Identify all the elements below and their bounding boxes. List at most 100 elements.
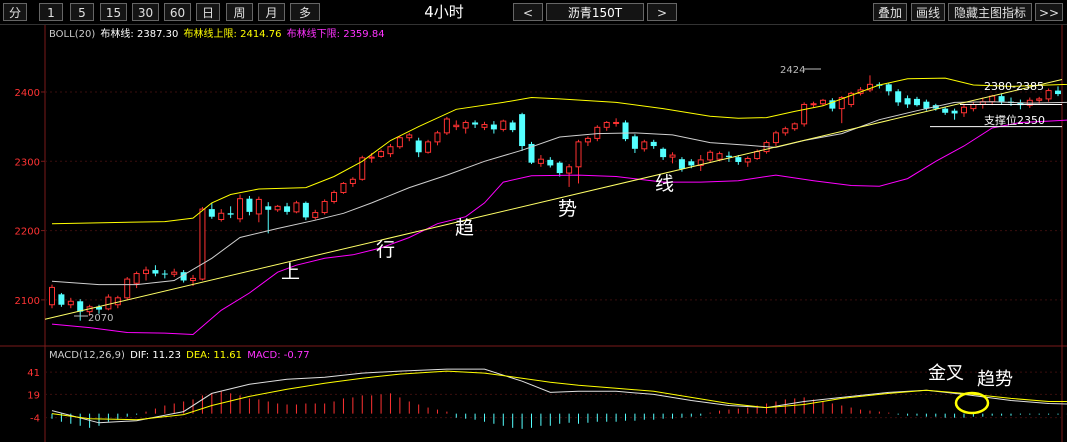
boll-mid-label: 布林线: xyxy=(100,27,133,40)
candle-body-up xyxy=(218,212,225,220)
candle-body-down xyxy=(650,141,657,147)
candle-body-up xyxy=(387,146,394,155)
candle-body-up xyxy=(848,92,855,105)
boll-lower-label: 布林线下限: xyxy=(287,27,340,40)
trend-label: 趋势 xyxy=(977,369,1013,390)
candle-body-down xyxy=(735,157,742,162)
candle-body-up xyxy=(274,205,281,211)
draw-line-button[interactable]: 画线 xyxy=(911,3,945,21)
candle-body-up xyxy=(641,141,648,150)
price-tick-label: 2100 xyxy=(15,296,40,307)
period-button-week[interactable]: 周 xyxy=(226,3,253,21)
candle-body-up xyxy=(801,103,808,125)
candle-body-up xyxy=(331,191,338,202)
candle-body-up xyxy=(575,141,582,168)
candle-body-up xyxy=(237,198,244,220)
boll-legend: BOLL(20) 布林线: 2387.30 布林线上限: 2414.76 布林线… xyxy=(49,27,385,40)
candle-body-up xyxy=(594,126,601,139)
candle-body-down xyxy=(77,301,84,312)
trend-char-xing: 行 xyxy=(376,239,395,261)
candle-body-up xyxy=(697,159,704,166)
period-button-60[interactable]: 60 xyxy=(164,3,191,21)
boll-lower-value: 2359.84 xyxy=(343,29,384,40)
macd-label: MACD: xyxy=(247,350,280,361)
period-title: 4小时 xyxy=(424,3,464,21)
period-button-multi[interactable]: 多 xyxy=(290,3,320,21)
boll-mid-value: 2387.30 xyxy=(137,29,178,40)
high-label: 2424 xyxy=(780,65,805,76)
candle-body-up xyxy=(255,198,262,215)
next-symbol-button[interactable]: > xyxy=(647,3,677,21)
period-button-day[interactable]: 日 xyxy=(196,3,220,21)
candle-body-up xyxy=(481,124,488,128)
candle-body-down xyxy=(246,198,253,212)
candle-body-down xyxy=(942,108,949,113)
trend-char-shi: 势 xyxy=(558,198,577,220)
support-label: 支撑位2350 xyxy=(984,113,1045,127)
candle-body-down xyxy=(829,100,836,109)
candle-body-up xyxy=(744,158,751,163)
period-button-15[interactable]: 15 xyxy=(100,3,127,21)
candle-body-down xyxy=(725,155,732,158)
candle-body-up xyxy=(199,208,206,280)
dif-label: DIF: xyxy=(130,350,149,361)
candle-body-up xyxy=(669,154,676,158)
overlay-button[interactable]: 叠加 xyxy=(873,3,907,21)
period-button-month[interactable]: 月 xyxy=(258,3,285,21)
period-button-30[interactable]: 30 xyxy=(132,3,159,21)
candle-body-up xyxy=(566,166,573,174)
candle-body-down xyxy=(58,294,65,305)
candle-body-down xyxy=(556,162,563,174)
candle-body-up xyxy=(716,153,723,160)
period-button-1[interactable]: 1 xyxy=(39,3,63,21)
candle-body-up xyxy=(190,277,197,281)
candle-body-up xyxy=(49,286,55,306)
period-button-5[interactable]: 5 xyxy=(70,3,94,21)
candle-body-up xyxy=(1036,98,1043,101)
candle-body-up xyxy=(989,95,996,103)
candle-body-down xyxy=(161,273,168,275)
candle-body-up xyxy=(312,212,319,218)
candle-body-up xyxy=(67,300,74,306)
candle-body-down xyxy=(913,98,920,106)
candle-body-up xyxy=(105,296,112,310)
more-button[interactable]: >> xyxy=(1035,3,1063,21)
trend-char-qu: 趋 xyxy=(455,217,474,239)
candle-body-down xyxy=(895,91,902,103)
candle-body-up xyxy=(143,269,150,275)
macd-dea-line xyxy=(51,370,1067,421)
prev-symbol-button[interactable]: < xyxy=(513,3,543,21)
candle-body-down xyxy=(227,213,234,215)
candle-body-up xyxy=(171,271,178,275)
period-button-fen[interactable]: 分 xyxy=(3,3,27,21)
candle-body-down xyxy=(180,272,187,281)
candle-body-up xyxy=(772,132,779,144)
candle-body-up xyxy=(1045,90,1052,100)
candle-body-up xyxy=(406,134,413,139)
candle-body-down xyxy=(519,114,526,147)
candle-body-up xyxy=(838,97,845,110)
candle-body-down xyxy=(96,306,103,310)
candle-body-up xyxy=(133,273,140,284)
candle-body-up xyxy=(613,121,620,124)
candle-body-down xyxy=(678,159,685,169)
candle-body-down xyxy=(923,101,930,109)
candle-body-down xyxy=(631,136,638,149)
price-tick-label: 2200 xyxy=(15,227,40,238)
hide-indicator-button[interactable]: 隐藏主图指标 xyxy=(948,3,1032,21)
candle-body-up xyxy=(819,99,826,105)
candle-body-down xyxy=(302,202,309,218)
candle-body-up xyxy=(462,121,469,129)
candle-body-up xyxy=(293,202,300,213)
symbol-field[interactable]: 沥青150T xyxy=(546,3,644,21)
candle-body-down xyxy=(951,110,958,114)
candle-body-up xyxy=(791,123,798,130)
candle-body-down xyxy=(415,140,422,153)
candle-body-down xyxy=(490,124,497,130)
candle-body-up xyxy=(960,106,967,114)
candle-body-down xyxy=(904,98,911,105)
candle-body-up xyxy=(321,200,328,214)
trendline xyxy=(44,79,1063,320)
macd-tick-label: -4 xyxy=(30,414,40,425)
